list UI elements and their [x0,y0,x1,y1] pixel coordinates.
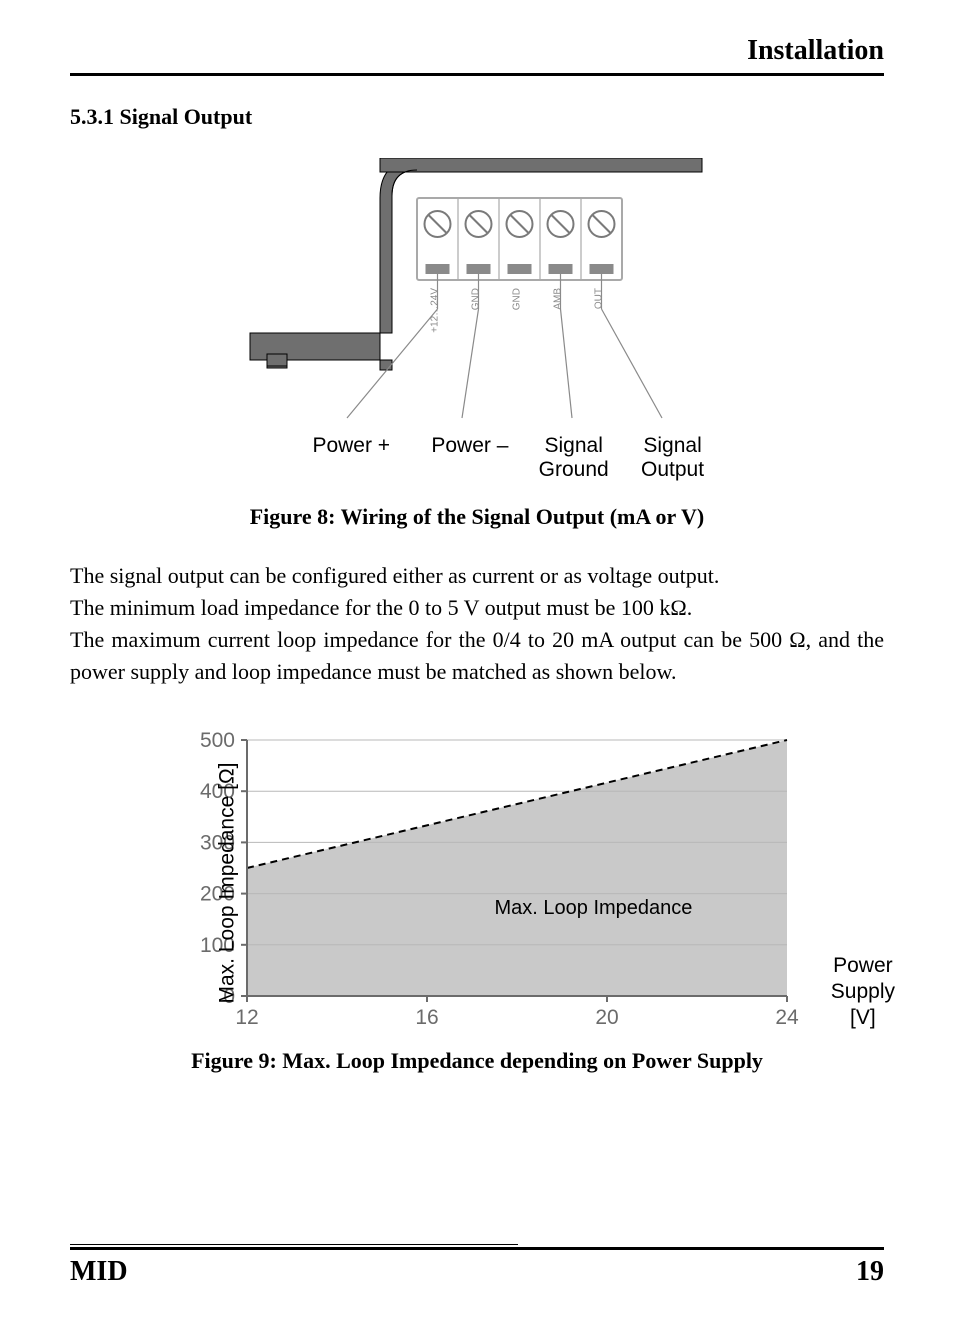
chart-x-tick-label: 24 [775,1006,799,1029]
chart-x-tick-label: 16 [415,1006,438,1029]
chart-svg: 010020030040050012162024Max. Loop Impeda… [187,728,807,1038]
terminal-pin-label: GND [512,288,523,310]
wiring-callout: SignalGround [524,434,623,482]
chart-x-tick-label: 20 [595,1006,618,1029]
chart-figure: Max. Loop Impedance [Ω] 0100200300400500… [117,728,837,1038]
terminal-pin-label: +12…24V [430,288,441,333]
footer-rule-thick [70,1247,884,1250]
wiring-callout: Power + [287,434,416,482]
terminal-pin-label: GND [471,288,482,310]
terminal-pin-label: AMB [553,288,564,310]
wiring-callout: SignalOutput [623,434,722,482]
body-paragraph: The signal output can be configured eith… [70,560,884,592]
page-header: Installation [70,35,884,76]
footer-left: MID [70,1256,128,1288]
terminal-pin-label: OUT [594,288,605,309]
body-paragraph: The maximum current loop impedance for t… [70,624,884,688]
chart-x-unit: [V] [850,1006,876,1029]
section-heading: 5.3.1 Signal Output [70,104,884,130]
chart-x-tick-label: 12 [235,1006,258,1029]
figure9-caption: Figure 9: Max. Loop Impedance depending … [70,1048,884,1074]
chart-y-axis-label: Max. Loop Impedance [Ω] [216,762,240,1003]
wiring-figure: +12…24VGNDGNDAMBOUT Power +Power –Signal… [232,158,722,482]
figure8-caption: Figure 8: Wiring of the Signal Output (m… [70,504,884,530]
chart-x-axis-label: Power Supply [V] [831,953,895,1032]
body-paragraph: The minimum load impedance for the 0 to … [70,592,884,624]
footer-row: MID 19 [70,1256,884,1288]
footer-rule-thin [70,1244,518,1245]
wiring-callout: Power – [416,434,525,482]
page-header-title: Installation [747,35,884,66]
wiring-callouts-row: Power +Power –SignalGroundSignalOutput [232,434,722,482]
chart-x-label-line2: Supply [831,980,895,1003]
chart-x-label-line1: Power [833,954,893,977]
footer-page-number: 19 [856,1256,884,1288]
body-text: The signal output can be configured eith… [70,560,884,688]
wiring-svg: +12…24V GND GND AMB OUT [232,158,722,428]
chart-area-label: Max. Loop Impedance [495,897,693,919]
page-footer: MID 19 [70,1244,884,1288]
chart-y-tick-label: 500 [200,729,235,752]
